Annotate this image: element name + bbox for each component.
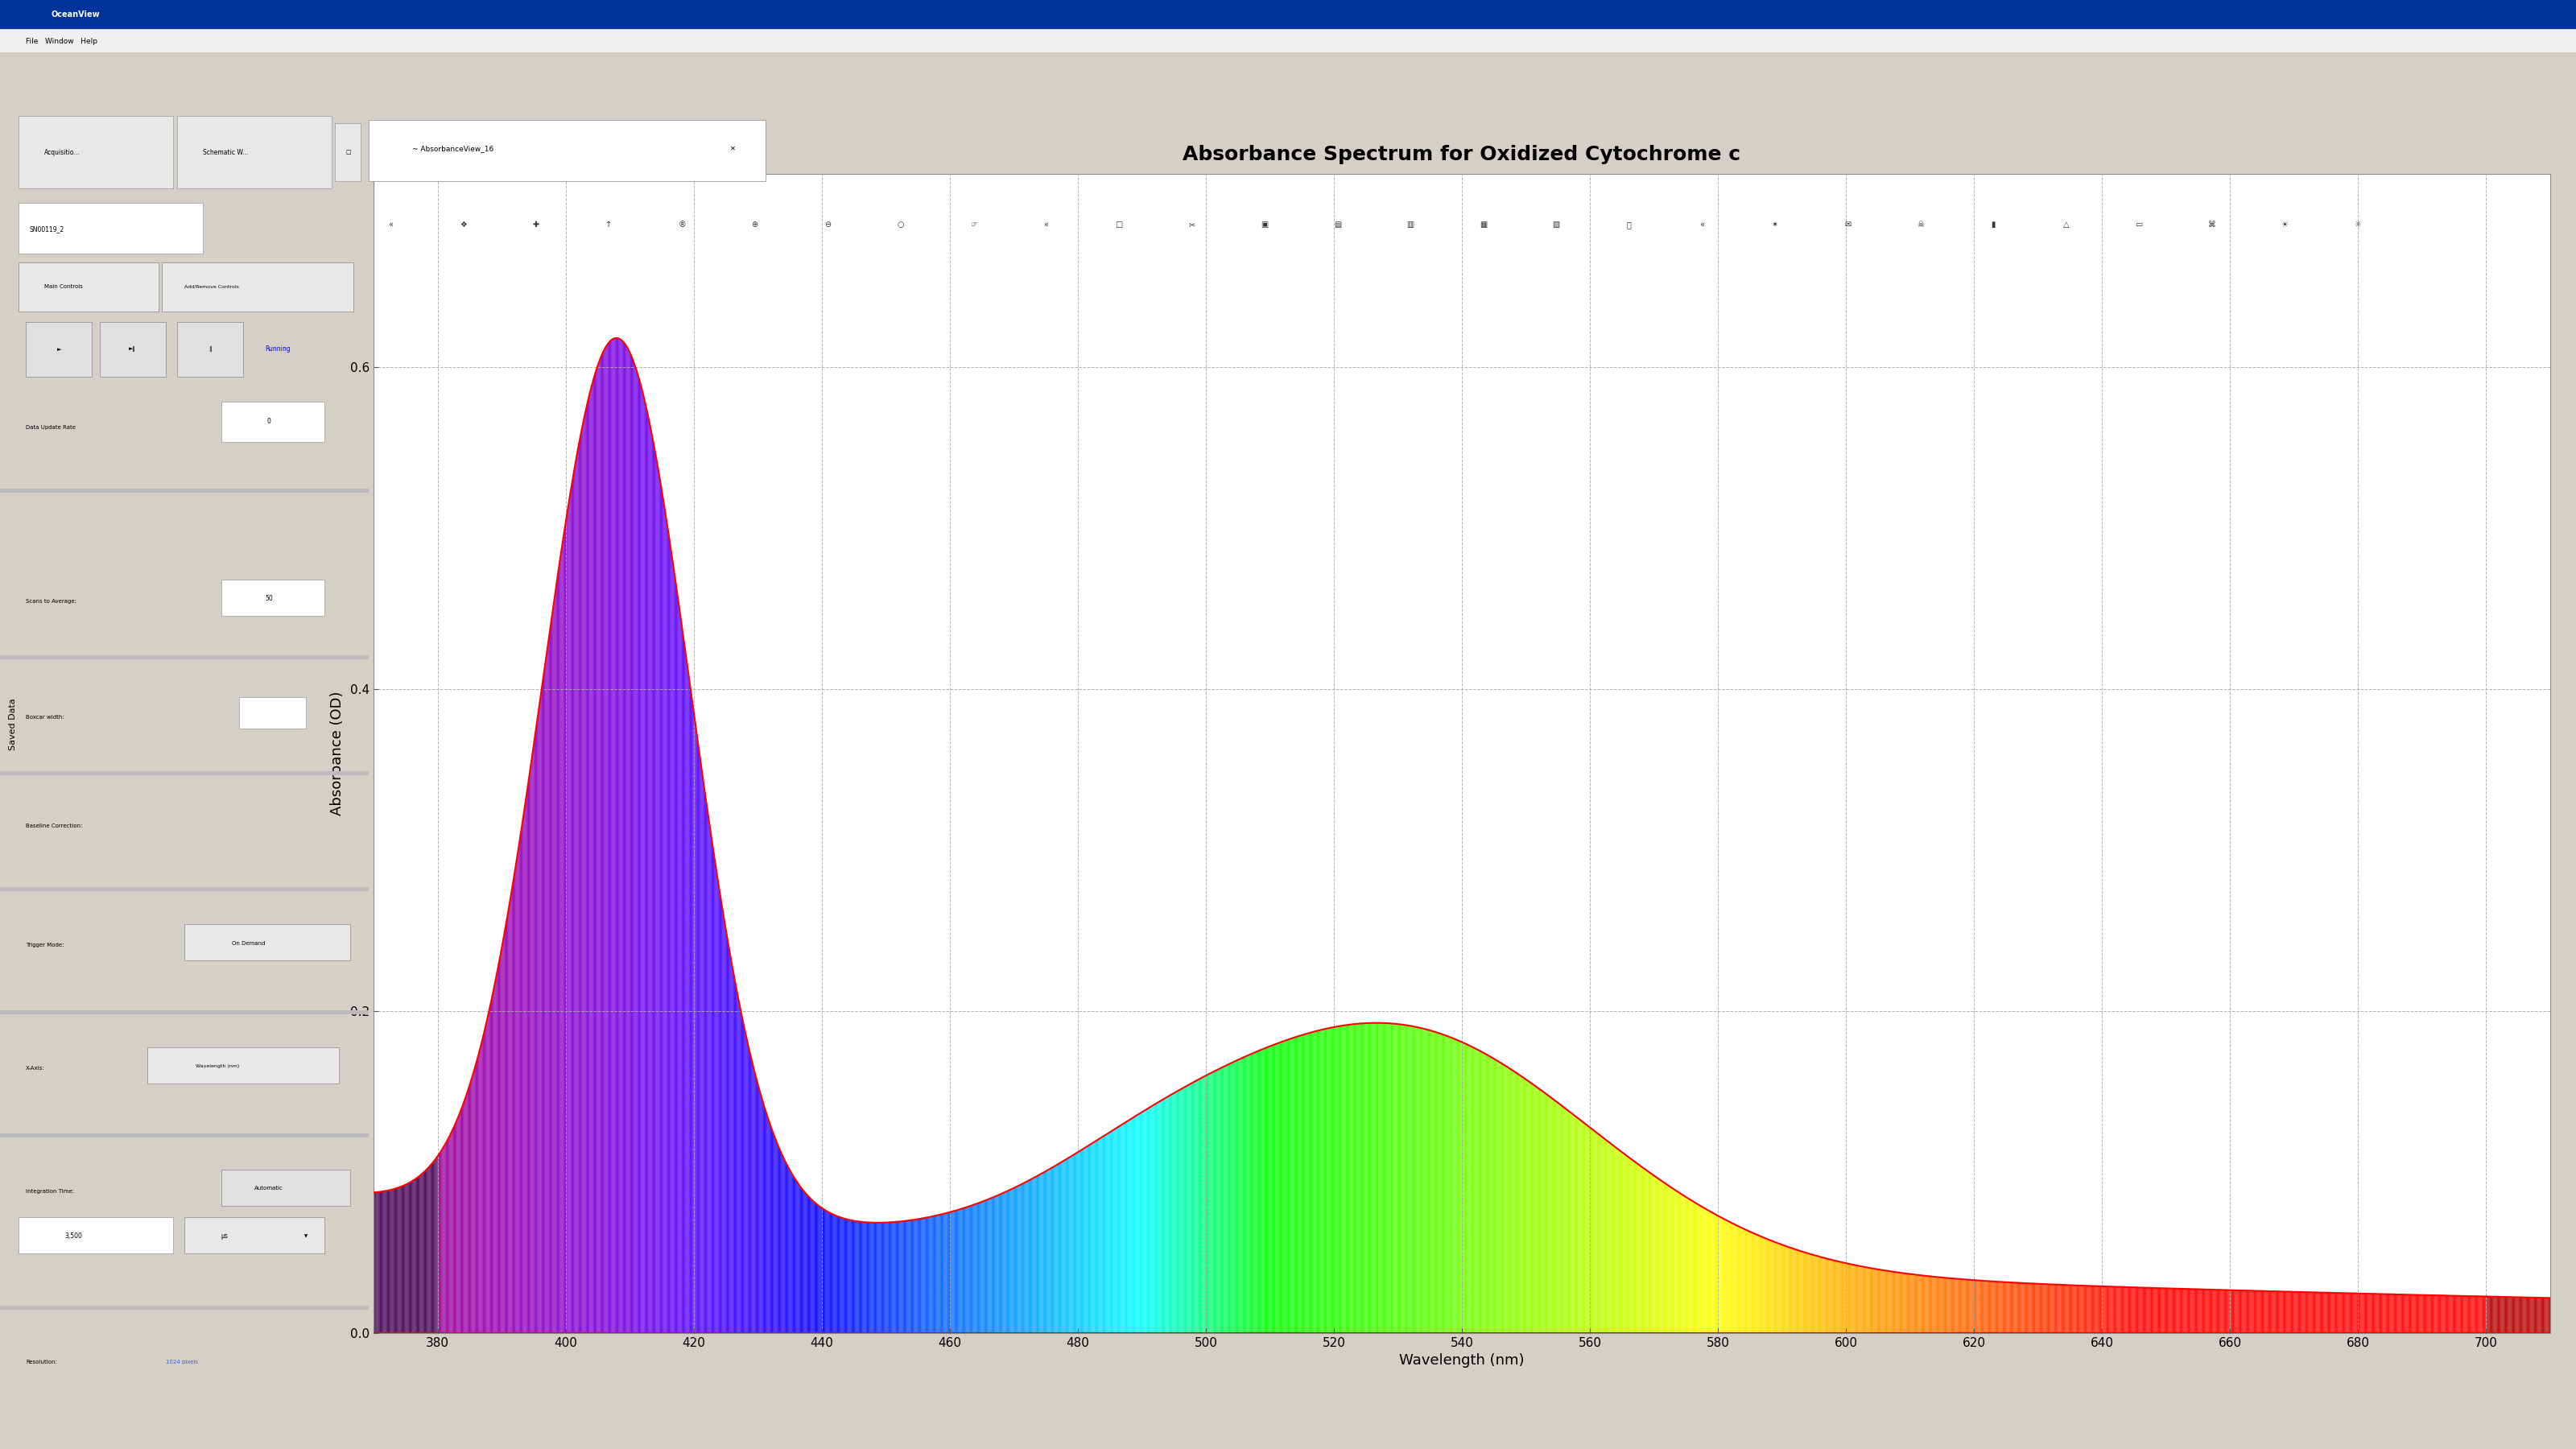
Text: Saved Data: Saved Data	[8, 698, 18, 751]
Text: ☞: ☞	[969, 220, 976, 229]
Bar	[162, 262, 353, 312]
Bar	[0, 1133, 368, 1137]
Bar	[185, 1217, 325, 1253]
Text: μs: μs	[222, 1232, 229, 1240]
Text: ▭: ▭	[2136, 220, 2143, 229]
Text: Integration Time:: Integration Time:	[26, 1188, 75, 1194]
Text: File   Window   Help: File Window Help	[26, 38, 98, 45]
Bar	[26, 322, 93, 377]
Bar	[18, 262, 157, 312]
Text: Resolution:: Resolution:	[26, 1359, 57, 1365]
Text: «: «	[1043, 220, 1048, 229]
Bar	[185, 924, 350, 961]
Text: ☠: ☠	[1917, 220, 1924, 229]
Text: ✉: ✉	[1844, 220, 1850, 229]
Bar	[0, 887, 368, 891]
Text: ⊕: ⊕	[752, 220, 757, 229]
Text: «: «	[1700, 220, 1705, 229]
Text: Main Controls: Main Controls	[44, 284, 82, 290]
Text: Baseline Correction:: Baseline Correction:	[26, 823, 82, 829]
Bar	[240, 697, 307, 729]
Bar	[0, 488, 368, 493]
Text: Schematic W...: Schematic W...	[204, 149, 247, 156]
Text: ☀: ☀	[2282, 220, 2287, 229]
Bar	[222, 580, 325, 616]
Bar	[222, 401, 325, 442]
Text: ⊖: ⊖	[824, 220, 832, 229]
Title: Absorbance Spectrum for Oxidized Cytochrome c: Absorbance Spectrum for Oxidized Cytochr…	[1182, 145, 1741, 165]
Bar	[18, 116, 173, 188]
Bar	[222, 1169, 350, 1206]
Y-axis label: Absorbance (OD): Absorbance (OD)	[330, 691, 345, 816]
Text: Add/Remove Controls: Add/Remove Controls	[185, 285, 240, 288]
Text: Wavelength (nm): Wavelength (nm)	[196, 1065, 240, 1068]
Text: 0: 0	[268, 417, 270, 426]
Text: Data Update Rate: Data Update Rate	[26, 425, 75, 430]
Bar	[18, 1217, 173, 1253]
Text: Acquisitio...: Acquisitio...	[44, 149, 80, 156]
Text: □: □	[1115, 220, 1123, 229]
Bar	[368, 120, 765, 181]
Text: Boxcar width:: Boxcar width:	[26, 714, 64, 720]
Text: ▤: ▤	[1334, 220, 1342, 229]
Text: ►‖: ►‖	[129, 346, 137, 352]
Text: ✚: ✚	[533, 220, 538, 229]
Text: ○: ○	[896, 220, 904, 229]
Bar	[178, 322, 242, 377]
Bar	[0, 54, 2576, 116]
Text: 1024 pixels: 1024 pixels	[165, 1359, 198, 1365]
Text: ▮: ▮	[1991, 220, 1996, 229]
Text: ►: ►	[57, 346, 62, 352]
Bar	[0, 771, 368, 775]
Text: OceanView: OceanView	[52, 10, 100, 19]
Text: ▥: ▥	[1406, 220, 1414, 229]
Bar	[0, 1010, 368, 1014]
Text: ▣: ▣	[1260, 220, 1267, 229]
Text: SN00119_2: SN00119_2	[28, 226, 64, 233]
Text: ✶: ✶	[1772, 220, 1777, 229]
Text: ®: ®	[677, 220, 685, 229]
Text: Automatic: Automatic	[255, 1185, 283, 1191]
Text: Scans to Average:: Scans to Average:	[26, 598, 77, 604]
Text: ▧: ▧	[1553, 220, 1561, 229]
Text: ▼: ▼	[304, 1235, 307, 1237]
Text: 50: 50	[265, 596, 273, 603]
Bar	[100, 322, 165, 377]
Text: ✕: ✕	[729, 145, 734, 152]
Text: ⎈: ⎈	[1625, 220, 1631, 229]
X-axis label: Wavelength (nm): Wavelength (nm)	[1399, 1353, 1525, 1368]
Text: ⌘: ⌘	[2208, 220, 2215, 229]
Text: ↑: ↑	[605, 220, 613, 229]
Bar	[147, 1048, 340, 1084]
Bar	[335, 123, 361, 181]
Text: Trigger Mode:: Trigger Mode:	[26, 942, 64, 948]
Text: 3,500: 3,500	[64, 1232, 82, 1240]
Text: ‖: ‖	[209, 346, 211, 352]
Bar	[178, 116, 332, 188]
Text: □: □	[345, 149, 350, 155]
Text: ❖: ❖	[459, 220, 466, 229]
Text: ~ AbsorbanceView_16: ~ AbsorbanceView_16	[412, 145, 495, 152]
Text: Running: Running	[265, 345, 291, 352]
Text: On Demand: On Demand	[232, 940, 265, 946]
Text: △: △	[2063, 220, 2069, 229]
Text: ☼: ☼	[2354, 220, 2362, 229]
Text: ▦: ▦	[1479, 220, 1486, 229]
Text: «: «	[389, 220, 394, 229]
Text: X-Axis:: X-Axis:	[26, 1065, 44, 1071]
Bar	[0, 30, 2576, 52]
Bar	[0, 655, 368, 659]
Bar	[0, 0, 2576, 29]
Text: ✂: ✂	[1188, 220, 1195, 229]
Bar	[18, 203, 204, 254]
Bar	[0, 1306, 368, 1310]
